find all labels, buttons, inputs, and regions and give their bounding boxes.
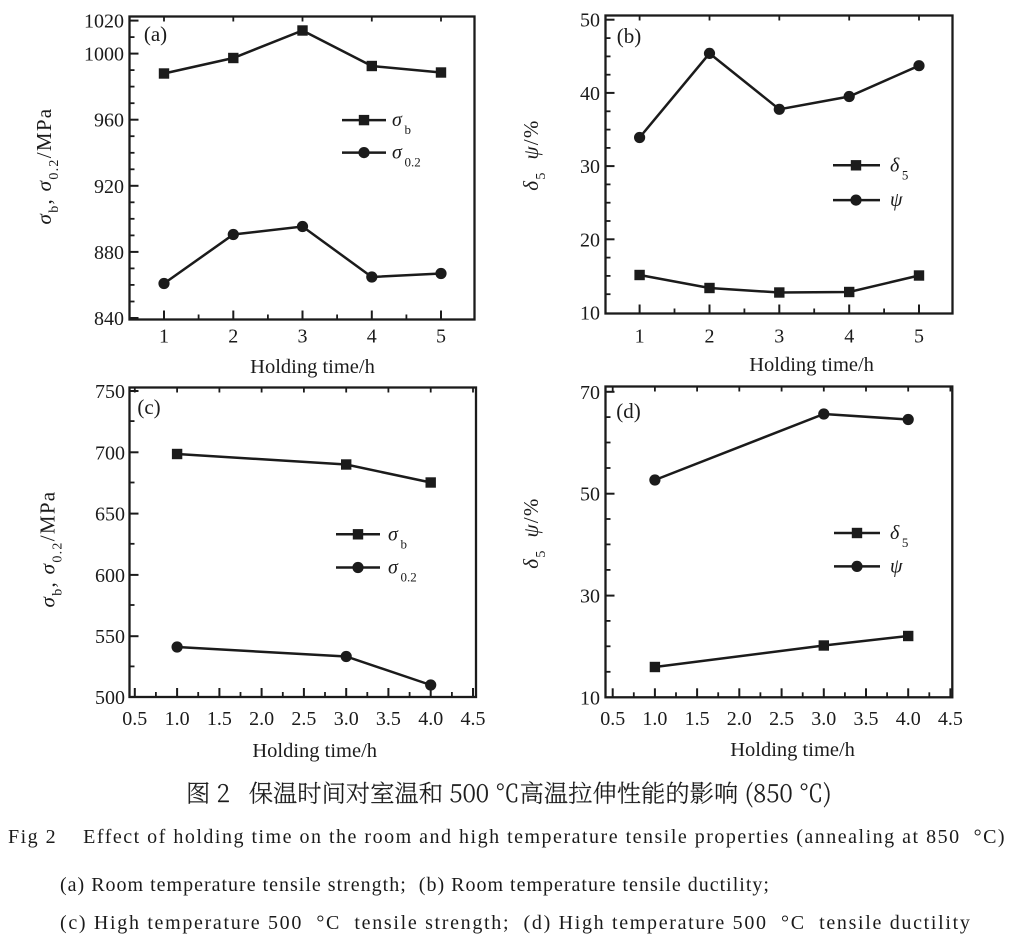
- svg-text:4: 4: [367, 326, 377, 348]
- svg-text:70: 70: [580, 382, 600, 404]
- svg-text:σ 0.2: σ 0.2: [392, 142, 421, 170]
- svg-text:3.5: 3.5: [854, 708, 879, 730]
- svg-text:2.0: 2.0: [249, 708, 274, 730]
- svg-text:ψ: ψ: [890, 189, 903, 211]
- svg-text:5: 5: [436, 326, 446, 348]
- svg-text:σb, σ0.2/MPa: σb, σ0.2/MPa: [36, 491, 66, 608]
- svg-text:1.0: 1.0: [642, 708, 667, 730]
- svg-text:1000: 1000: [84, 44, 124, 66]
- svg-text:2.5: 2.5: [769, 708, 794, 730]
- svg-text:(c): (c): [137, 395, 160, 419]
- svg-text:550: 550: [95, 626, 125, 648]
- svg-text:4.0: 4.0: [418, 708, 443, 730]
- svg-text:2.5: 2.5: [291, 708, 316, 730]
- svg-text:δ 5: δ 5: [890, 154, 908, 182]
- svg-text:960: 960: [94, 110, 124, 132]
- svg-text:1.0: 1.0: [165, 708, 190, 730]
- svg-text:40: 40: [580, 83, 600, 105]
- svg-text:(d): (d): [616, 399, 641, 423]
- svg-text:δ 5: δ 5: [890, 522, 908, 550]
- svg-text:50: 50: [580, 484, 600, 506]
- svg-text:δ5 ψ/%: δ5 ψ/%: [519, 119, 549, 190]
- svg-text:1.5: 1.5: [207, 708, 232, 730]
- svg-text:3.0: 3.0: [334, 708, 359, 730]
- svg-text:840: 840: [94, 308, 124, 330]
- svg-text:5: 5: [914, 326, 924, 348]
- svg-text:3: 3: [298, 326, 308, 348]
- svg-text:σ b: σ b: [392, 109, 411, 137]
- svg-text:1: 1: [635, 326, 645, 348]
- svg-text:ψ: ψ: [890, 555, 903, 577]
- svg-text:700: 700: [95, 442, 125, 464]
- svg-text:(a): (a): [144, 22, 167, 46]
- svg-text:(b): (b): [617, 24, 642, 48]
- svg-text:1.5: 1.5: [685, 708, 710, 730]
- svg-text:600: 600: [95, 565, 125, 587]
- svg-text:10: 10: [580, 687, 600, 709]
- svg-text:4.0: 4.0: [896, 708, 921, 730]
- svg-text:3.0: 3.0: [811, 708, 836, 730]
- svg-text:σ 0.2: σ 0.2: [388, 557, 417, 585]
- svg-text:4: 4: [844, 326, 854, 348]
- svg-text:650: 650: [95, 504, 125, 526]
- svg-text:σb, σ0.2/MPa: σb, σ0.2/MPa: [32, 108, 62, 225]
- svg-text:3: 3: [774, 326, 784, 348]
- svg-text:2: 2: [228, 326, 238, 348]
- svg-text:30: 30: [580, 156, 600, 178]
- svg-text:Holding time/h: Holding time/h: [749, 354, 874, 376]
- svg-text:σ b: σ b: [388, 523, 407, 551]
- svg-text:1020: 1020: [84, 11, 124, 33]
- svg-text:30: 30: [580, 586, 600, 608]
- svg-text:Holding time/h: Holding time/h: [252, 740, 377, 762]
- svg-text:Holding time/h: Holding time/h: [250, 356, 375, 378]
- svg-text:0.5: 0.5: [600, 708, 625, 730]
- svg-text:4.5: 4.5: [461, 708, 486, 730]
- svg-text:1: 1: [159, 326, 169, 348]
- svg-text:500: 500: [95, 687, 125, 709]
- svg-text:3.5: 3.5: [376, 708, 401, 730]
- svg-text:920: 920: [94, 176, 124, 198]
- svg-text:4.5: 4.5: [938, 708, 963, 730]
- svg-text:50: 50: [580, 10, 600, 32]
- svg-text:10: 10: [580, 303, 600, 325]
- svg-text:880: 880: [94, 242, 124, 264]
- svg-text:Holding time/h: Holding time/h: [730, 739, 855, 761]
- svg-text:2: 2: [705, 326, 715, 348]
- svg-text:δ5 ψ/%: δ5 ψ/%: [519, 497, 549, 568]
- svg-text:20: 20: [580, 229, 600, 251]
- svg-text:0.5: 0.5: [122, 708, 147, 730]
- svg-text:2.0: 2.0: [727, 708, 752, 730]
- svg-text:750: 750: [95, 381, 125, 403]
